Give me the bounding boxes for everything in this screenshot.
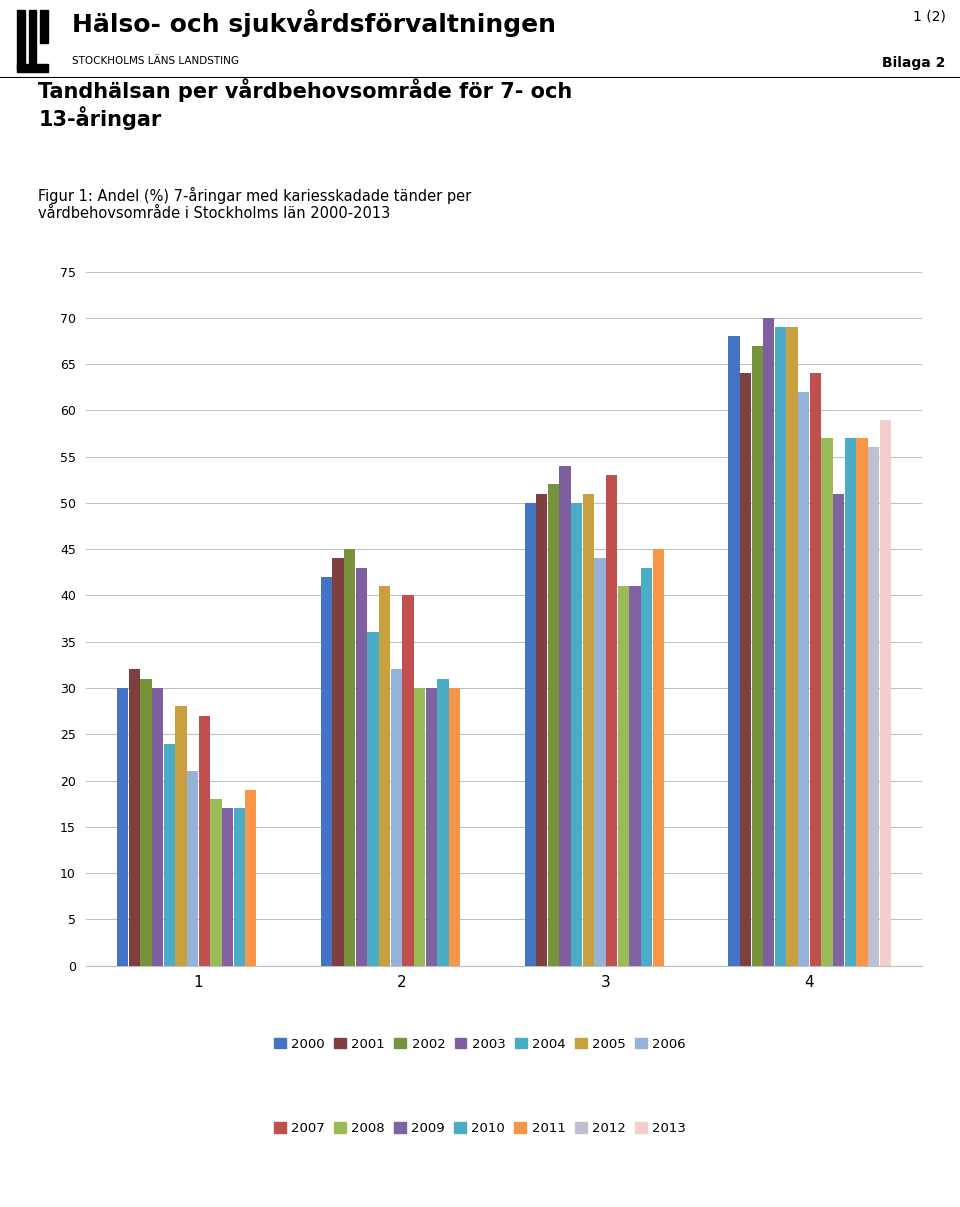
Bar — [752, 345, 763, 966]
Text: Figur 1: Andel (%) 7-åringar med kariesskadade tänder per
vårdbehovsområde i Sto: Figur 1: Andel (%) 7-åringar med kariess… — [38, 187, 471, 221]
Text: STOCKHOLMS LÄNS LANDSTING: STOCKHOLMS LÄNS LANDSTING — [72, 57, 239, 66]
Bar — [402, 595, 414, 966]
Bar — [210, 799, 222, 966]
Bar — [740, 373, 751, 966]
Bar — [379, 587, 391, 966]
Bar — [332, 559, 344, 966]
Bar — [233, 809, 245, 966]
Bar — [368, 632, 378, 966]
Bar — [29, 10, 36, 69]
Bar — [117, 688, 129, 966]
Bar — [630, 587, 640, 966]
Bar — [245, 789, 256, 966]
Bar — [321, 577, 332, 966]
Bar — [868, 448, 879, 966]
Bar — [583, 494, 594, 966]
Bar — [391, 670, 402, 966]
Bar — [617, 587, 629, 966]
Bar — [653, 549, 664, 966]
Text: Hälso- och sjukvårdsförvaltningen: Hälso- och sjukvårdsförvaltningen — [72, 10, 556, 37]
Bar — [833, 494, 844, 966]
Bar — [176, 706, 186, 966]
Bar — [344, 549, 355, 966]
Bar — [548, 484, 559, 966]
Bar — [199, 716, 210, 966]
Bar — [729, 337, 739, 966]
Text: Tandhälsan per vårdbehovsområde för 7- och
13-åringar: Tandhälsan per vårdbehovsområde för 7- o… — [38, 78, 573, 130]
Text: 1 (2): 1 (2) — [913, 10, 946, 23]
Bar — [164, 744, 175, 966]
Text: Bilaga 2: Bilaga 2 — [882, 57, 946, 70]
Bar — [786, 327, 798, 966]
Bar — [856, 438, 868, 966]
Bar — [437, 678, 448, 966]
Bar — [222, 809, 233, 966]
Bar — [560, 466, 571, 966]
Bar — [775, 327, 786, 966]
Bar — [822, 438, 832, 966]
Bar — [845, 438, 856, 966]
Bar — [425, 688, 437, 966]
Bar — [571, 503, 583, 966]
Bar — [414, 688, 425, 966]
Bar — [17, 10, 25, 69]
Bar — [17, 64, 48, 72]
Bar — [40, 10, 48, 43]
Bar — [606, 476, 617, 966]
Bar — [356, 567, 367, 966]
Bar — [152, 688, 163, 966]
Bar — [798, 392, 809, 966]
Bar — [879, 420, 891, 966]
Bar — [594, 559, 606, 966]
Legend: 2000, 2001, 2002, 2003, 2004, 2005, 2006: 2000, 2001, 2002, 2003, 2004, 2005, 2006 — [269, 1032, 691, 1056]
Bar — [187, 771, 199, 966]
Bar — [809, 373, 821, 966]
Bar — [449, 688, 460, 966]
Bar — [641, 567, 652, 966]
Bar — [537, 494, 547, 966]
Legend: 2007, 2008, 2009, 2010, 2011, 2012, 2013: 2007, 2008, 2009, 2010, 2011, 2012, 2013 — [269, 1116, 691, 1141]
Bar — [524, 503, 536, 966]
Bar — [129, 670, 140, 966]
Bar — [763, 317, 775, 966]
Bar — [140, 678, 152, 966]
